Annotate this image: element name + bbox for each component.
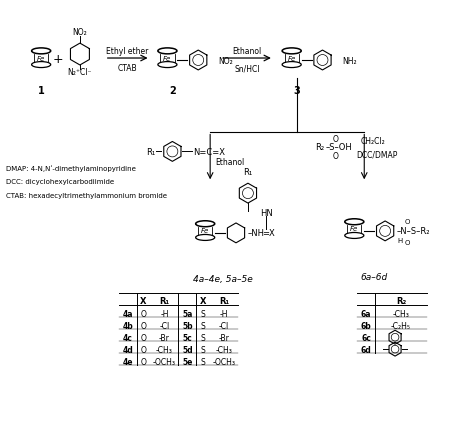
Text: Fe: Fe <box>288 55 296 61</box>
Text: O: O <box>141 321 146 330</box>
Text: -CH₃: -CH₃ <box>392 309 410 318</box>
Text: X: X <box>200 296 207 305</box>
Text: N₂⁺Cl⁻: N₂⁺Cl⁻ <box>68 68 92 77</box>
Text: CH₂Cl₂: CH₂Cl₂ <box>360 137 385 146</box>
Text: S: S <box>201 333 206 342</box>
Text: 4a: 4a <box>122 309 133 318</box>
Text: Ethanol: Ethanol <box>232 46 262 55</box>
Text: NO₂: NO₂ <box>73 28 87 37</box>
Text: Ethanol: Ethanol <box>215 157 245 166</box>
Text: R₂: R₂ <box>315 143 325 152</box>
Text: S: S <box>201 321 206 330</box>
Text: O: O <box>141 357 146 366</box>
Text: O: O <box>332 135 338 144</box>
Text: R₁: R₁ <box>219 296 229 305</box>
Text: Fe: Fe <box>201 228 210 234</box>
Text: -OCH₃: -OCH₃ <box>212 357 236 366</box>
Text: –S–OH: –S–OH <box>326 143 352 152</box>
Text: HN: HN <box>260 208 273 217</box>
Text: -Br: -Br <box>159 333 170 342</box>
Text: -C₂H₅: -C₂H₅ <box>391 321 411 330</box>
Text: -CH₃: -CH₃ <box>156 345 173 354</box>
Text: R₁: R₁ <box>243 167 253 176</box>
Text: 4c: 4c <box>123 333 133 342</box>
Text: 6c: 6c <box>361 333 371 342</box>
Text: O: O <box>141 333 146 342</box>
Text: Fe: Fe <box>37 55 46 61</box>
Text: O: O <box>404 239 410 245</box>
Text: S: S <box>201 345 206 354</box>
Text: -H: -H <box>220 309 228 318</box>
Text: -Br: -Br <box>219 333 229 342</box>
Text: Fe: Fe <box>163 55 172 61</box>
Text: N=C=X: N=C=X <box>193 147 225 157</box>
Text: 4a–4e, 5a–5e: 4a–4e, 5a–5e <box>193 274 253 283</box>
Text: -H: -H <box>160 309 169 318</box>
Text: +: + <box>53 52 64 65</box>
Text: CTAB: hexadecyltrimethylammonium bromide: CTAB: hexadecyltrimethylammonium bromide <box>6 193 167 199</box>
Text: CTAB: CTAB <box>118 64 137 73</box>
Text: DCC: dicyclohexylcarbodiimide: DCC: dicyclohexylcarbodiimide <box>6 179 115 185</box>
Text: H: H <box>397 237 402 243</box>
Text: S: S <box>201 357 206 366</box>
Text: -Cl: -Cl <box>219 321 229 330</box>
Text: -CH₃: -CH₃ <box>216 345 233 354</box>
Text: -Cl: -Cl <box>159 321 170 330</box>
Text: 5b: 5b <box>182 321 192 330</box>
Text: -OCH₃: -OCH₃ <box>153 357 176 366</box>
Text: 4d: 4d <box>122 345 133 354</box>
Text: 1: 1 <box>38 86 45 95</box>
Text: DCC/DMAP: DCC/DMAP <box>356 150 398 160</box>
Text: O: O <box>141 309 146 318</box>
Text: O: O <box>332 151 338 160</box>
Text: Fe: Fe <box>350 226 358 232</box>
Text: –N–S–R₂: –N–S–R₂ <box>397 227 430 236</box>
Text: 4e: 4e <box>122 357 133 366</box>
Text: R₂: R₂ <box>396 296 406 305</box>
Text: 3: 3 <box>293 86 300 95</box>
Text: 6a–6d: 6a–6d <box>361 273 388 282</box>
Text: –NH: –NH <box>248 229 265 238</box>
Text: 5c: 5c <box>182 333 192 342</box>
Text: 6b: 6b <box>361 321 372 330</box>
Text: 6d: 6d <box>361 345 372 354</box>
Text: 5a: 5a <box>182 309 192 318</box>
Text: 4b: 4b <box>122 321 133 330</box>
Text: DMAP: 4-N,Nʹ-dimethylaminopyridine: DMAP: 4-N,Nʹ-dimethylaminopyridine <box>6 165 136 171</box>
Text: R₁: R₁ <box>146 147 155 157</box>
Text: NO₂: NO₂ <box>218 56 233 65</box>
Text: Sn/HCl: Sn/HCl <box>234 64 260 73</box>
Text: NH₂: NH₂ <box>342 56 357 65</box>
Text: 2: 2 <box>169 86 176 95</box>
Text: S: S <box>201 309 206 318</box>
Text: R₁: R₁ <box>159 296 170 305</box>
Text: O: O <box>404 218 410 224</box>
Text: 6a: 6a <box>361 309 372 318</box>
Text: 5d: 5d <box>182 345 192 354</box>
Text: =X: =X <box>262 229 274 238</box>
Text: O: O <box>141 345 146 354</box>
Text: Ethyl ether: Ethyl ether <box>107 46 149 55</box>
Text: X: X <box>140 296 147 305</box>
Text: 5e: 5e <box>182 357 192 366</box>
